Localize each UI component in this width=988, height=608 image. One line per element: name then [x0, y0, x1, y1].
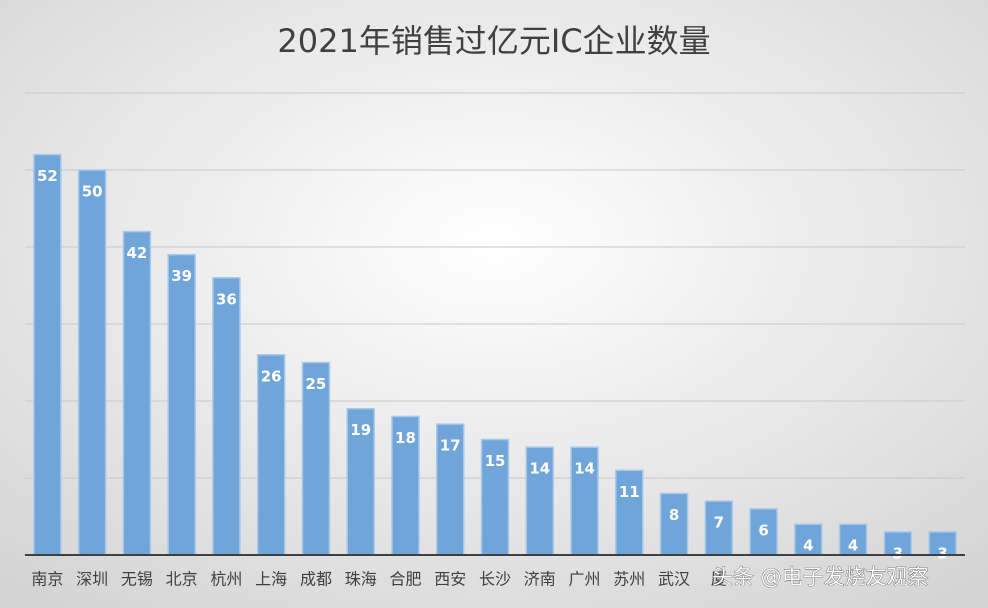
data-label: 8	[669, 506, 679, 524]
data-label: 18	[395, 429, 416, 447]
data-label: 52	[37, 167, 58, 185]
data-label: 3	[937, 544, 947, 562]
data-label: 14	[574, 460, 595, 478]
x-tick-label: 南京	[31, 570, 63, 589]
data-label: 4	[848, 537, 858, 555]
bar	[704, 500, 734, 556]
bar	[212, 277, 241, 556]
x-tick-label: 济南	[524, 570, 556, 589]
watermark: 头条 @电子发烧友观察	[712, 565, 929, 589]
bar	[615, 469, 644, 556]
data-label: 25	[306, 375, 327, 393]
x-tick-label: 成都	[300, 570, 332, 589]
bar	[391, 415, 420, 556]
x-tick-label: 上海	[255, 570, 287, 589]
bar	[659, 492, 689, 556]
x-tick-label: 长沙	[479, 570, 511, 589]
data-label: 11	[619, 483, 640, 501]
data-label: 19	[350, 421, 371, 439]
data-label: 14	[529, 460, 550, 478]
x-tick-label: 北京	[166, 570, 198, 589]
x-tick-label: 杭州	[210, 570, 242, 589]
bar	[77, 169, 107, 556]
data-label: 42	[126, 244, 147, 262]
data-label: 7	[714, 514, 724, 532]
data-label: 36	[216, 290, 237, 308]
x-tick-label: 武汉	[658, 570, 690, 589]
bar	[33, 153, 62, 556]
data-label: 50	[82, 183, 103, 201]
bar	[794, 523, 823, 556]
data-label: 3	[893, 544, 903, 562]
x-tick-label: 合肥	[389, 570, 421, 589]
x-tick-label: 广州	[569, 570, 601, 589]
data-label: 17	[440, 437, 461, 455]
x-tick-label: 西安	[434, 570, 466, 589]
x-tick-label: 厦	[711, 570, 727, 589]
x-tick-label: 珠海	[345, 570, 377, 589]
bar	[435, 423, 465, 556]
bar	[167, 253, 196, 556]
x-tick-label: 无锡	[121, 570, 153, 589]
x-tick-label: 深圳	[76, 570, 108, 589]
bar	[838, 523, 868, 556]
data-label: 6	[758, 521, 768, 539]
data-label: 4	[803, 537, 813, 555]
data-label: 39	[171, 267, 192, 285]
data-label: 15	[485, 452, 506, 470]
bar	[301, 361, 331, 556]
bar	[256, 354, 286, 556]
bar	[122, 230, 152, 556]
data-label: 26	[261, 367, 282, 385]
bar	[480, 438, 510, 556]
x-tick-label: 苏州	[613, 570, 645, 589]
bar	[525, 446, 555, 556]
chart-title: 2021年销售过亿元IC企业数量	[277, 22, 710, 60]
